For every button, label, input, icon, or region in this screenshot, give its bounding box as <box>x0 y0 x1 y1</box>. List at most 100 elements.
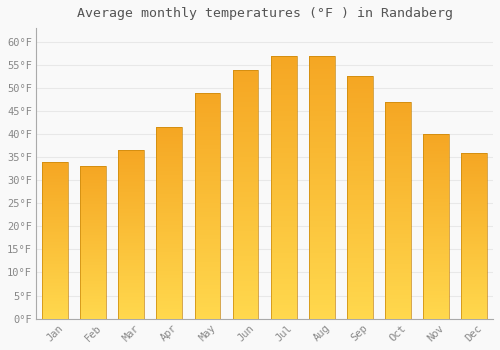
Bar <box>80 262 106 264</box>
Bar <box>42 256 68 257</box>
Bar <box>461 222 487 224</box>
Bar <box>80 175 106 177</box>
Bar <box>80 191 106 192</box>
Bar <box>194 226 220 228</box>
Bar <box>194 131 220 133</box>
Bar <box>270 79 296 82</box>
Bar <box>309 134 334 137</box>
Bar <box>385 217 411 219</box>
Bar <box>42 304 68 306</box>
Bar <box>156 184 182 187</box>
Bar <box>461 174 487 176</box>
Bar <box>385 236 411 238</box>
Bar <box>42 162 68 163</box>
Bar <box>42 179 68 181</box>
Bar <box>42 220 68 221</box>
Bar <box>270 190 296 193</box>
Bar <box>309 56 334 318</box>
Bar <box>118 268 144 270</box>
Bar <box>423 219 449 221</box>
Bar <box>423 186 449 188</box>
Bar <box>194 113 220 115</box>
Bar <box>80 290 106 291</box>
Bar <box>232 119 258 122</box>
Bar <box>194 138 220 140</box>
Bar <box>156 250 182 252</box>
Bar <box>461 257 487 259</box>
Bar <box>118 150 144 318</box>
Bar <box>385 102 411 104</box>
Bar <box>423 151 449 153</box>
Bar <box>42 253 68 254</box>
Bar <box>270 71 296 74</box>
Bar <box>309 298 334 300</box>
Bar <box>118 234 144 236</box>
Bar <box>80 265 106 267</box>
Bar <box>156 252 182 253</box>
Bar <box>232 112 258 114</box>
Bar <box>194 99 220 102</box>
Bar <box>461 211 487 212</box>
Bar <box>347 118 372 120</box>
Bar <box>156 311 182 313</box>
Bar <box>385 269 411 271</box>
Bar <box>194 151 220 154</box>
Bar <box>461 314 487 315</box>
Bar <box>423 263 449 265</box>
Bar <box>270 240 296 242</box>
Bar <box>347 166 372 168</box>
Bar <box>461 214 487 216</box>
Bar <box>156 196 182 198</box>
Bar <box>232 271 258 274</box>
Bar <box>232 164 258 167</box>
Bar <box>118 184 144 186</box>
Bar <box>423 296 449 298</box>
Bar <box>423 256 449 258</box>
Bar <box>232 236 258 239</box>
Bar <box>347 190 372 192</box>
Bar <box>42 236 68 237</box>
Bar <box>347 120 372 122</box>
Bar <box>423 199 449 201</box>
Bar <box>461 247 487 249</box>
Bar <box>80 223 106 224</box>
Bar <box>347 115 372 118</box>
Bar <box>118 187 144 189</box>
Bar <box>194 309 220 312</box>
Bar <box>80 294 106 296</box>
Bar <box>461 191 487 192</box>
Bar <box>461 220 487 222</box>
Bar <box>309 100 334 103</box>
Bar <box>42 181 68 182</box>
Bar <box>80 315 106 317</box>
Bar <box>232 314 258 316</box>
Bar <box>347 299 372 302</box>
Bar <box>309 71 334 74</box>
Bar <box>347 282 372 285</box>
Bar <box>42 287 68 289</box>
Bar <box>80 270 106 271</box>
Bar <box>42 311 68 312</box>
Bar <box>80 284 106 285</box>
Bar <box>42 272 68 273</box>
Bar <box>461 289 487 290</box>
Bar <box>194 260 220 262</box>
Bar <box>194 244 220 246</box>
Bar <box>42 168 68 170</box>
Bar <box>347 304 372 307</box>
Bar <box>118 312 144 314</box>
Bar <box>232 209 258 211</box>
Bar <box>385 264 411 267</box>
Bar <box>385 189 411 191</box>
Bar <box>309 261 334 263</box>
Bar <box>309 276 334 279</box>
Bar <box>385 267 411 269</box>
Bar <box>385 316 411 319</box>
Bar <box>423 189 449 191</box>
Bar <box>194 169 220 172</box>
Bar <box>232 177 258 179</box>
Bar <box>270 148 296 150</box>
Bar <box>309 82 334 85</box>
Bar <box>385 243 411 245</box>
Bar <box>42 182 68 184</box>
